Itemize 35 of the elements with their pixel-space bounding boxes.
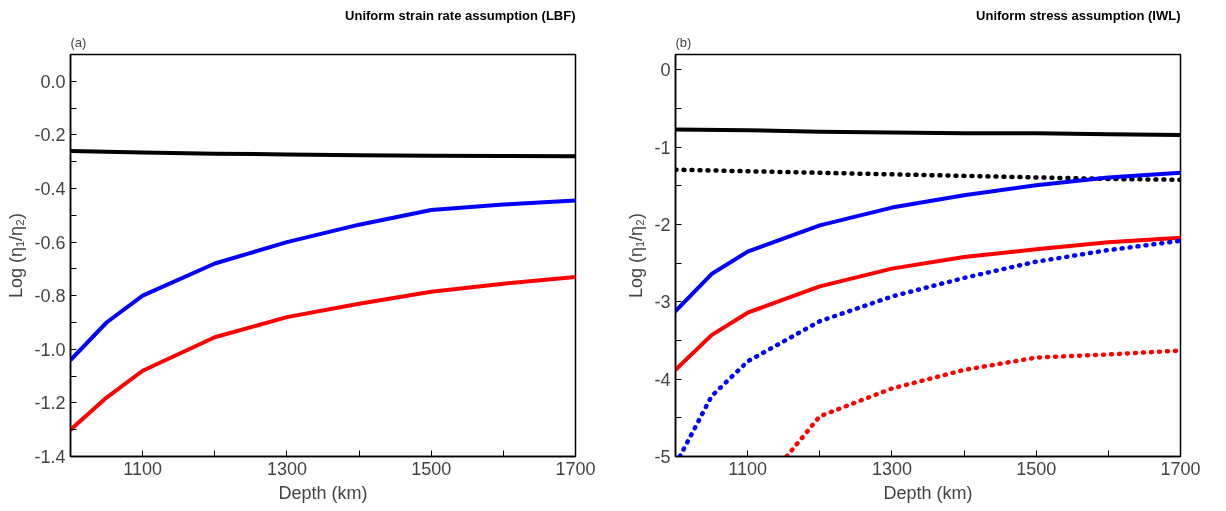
y-tick-label: -5 xyxy=(654,447,671,467)
text: (b) xyxy=(675,34,692,50)
y-tick-label: 0 xyxy=(660,60,671,81)
y-tick-label: -0.4 xyxy=(34,179,66,199)
line-series xyxy=(70,274,576,432)
x-tick-label: 1100 xyxy=(123,458,163,479)
line-series xyxy=(70,198,576,363)
line-series xyxy=(784,348,1181,457)
chart-title: Uniform strain rate assumption (LBF) xyxy=(345,7,576,23)
y-tick-label: -4 xyxy=(654,369,671,390)
y-tick-label: 0.0 xyxy=(40,71,66,92)
x-tick-label: 1300 xyxy=(871,458,912,479)
line-series xyxy=(675,170,1181,314)
x-tick-label: 1500 xyxy=(411,458,452,479)
line-series xyxy=(675,235,1181,372)
y-tick-label: -1.4 xyxy=(34,447,66,467)
x-tick-label: 1300 xyxy=(266,458,307,479)
y-tick-label: -1.2 xyxy=(34,393,66,414)
y-axis-title: Log (η₁/η₂) xyxy=(626,212,647,299)
y-tick-label: -1 xyxy=(654,137,671,158)
y-tick-label: -2 xyxy=(654,215,671,236)
y-tick-label: -0.6 xyxy=(34,232,66,253)
y-tick-label: -1.0 xyxy=(34,339,66,360)
y-tick-label: -3 xyxy=(654,292,671,313)
x-axis-title: Depth (km) xyxy=(278,482,368,503)
x-tick-label: 1100 xyxy=(728,458,768,479)
y-tick-label: -0.8 xyxy=(34,286,66,307)
y-axis-title: Log (η₁/η₂) xyxy=(6,212,27,299)
x-tick-label: 1700 xyxy=(555,458,596,479)
chart-title: Uniform stress assumption (IWL) xyxy=(976,7,1181,23)
y-tick-label: -0.2 xyxy=(34,125,66,146)
text: (a) xyxy=(70,34,87,50)
x-axis-title: Depth (km) xyxy=(883,482,973,503)
x-tick-label: 1700 xyxy=(1160,458,1201,479)
x-tick-label: 1500 xyxy=(1016,458,1057,479)
